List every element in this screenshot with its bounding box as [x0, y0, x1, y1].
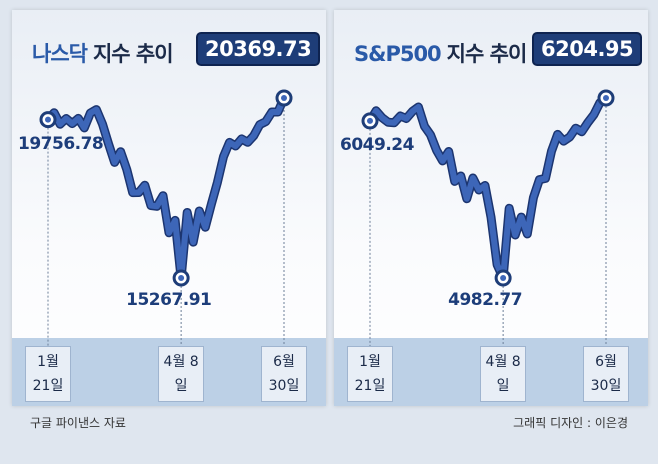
min-label: 15267.91 — [126, 290, 212, 310]
x-tick-label: 1월 21일 — [25, 346, 71, 402]
point-core — [367, 117, 373, 124]
title-accent: S&P500 — [354, 42, 442, 66]
end-label: 20369.73 — [196, 32, 321, 66]
point-core — [603, 95, 609, 101]
source: 구글 파이낸스 자료 — [30, 416, 126, 430]
chart-title: S&P500 지수 추이 — [354, 38, 528, 68]
end-label: 6204.95 — [532, 32, 643, 66]
min-label: 4982.77 — [448, 290, 523, 310]
point-core — [178, 275, 185, 281]
chart-panel: 나스닥 지수 추이 19756.78 15267.91 20369.73 1월 21일 4월… — [12, 10, 326, 406]
chart-title: 나스닥 지수 추이 — [32, 38, 174, 68]
line — [367, 95, 609, 281]
point-core — [281, 95, 287, 101]
x-tick-label: 6월 30일 — [583, 346, 629, 402]
x-tick-label: 6월 30일 — [261, 346, 307, 402]
title-text: 지수 추이 — [92, 42, 174, 66]
start-label: 6049.24 — [340, 134, 414, 155]
chart-panel: S&P500 지수 추이 6049.24 4982.77 6204.95 1월 21일 4월… — [334, 10, 648, 406]
credit: 그래픽 디자인 : 이은경 — [513, 416, 628, 430]
title-text: 지수 추이 — [446, 42, 528, 66]
start-label: 19756.78 — [18, 133, 104, 154]
x-tick-label: 4월 8일 — [158, 346, 205, 402]
title-accent: 나스닥 — [32, 42, 88, 66]
plot — [39, 89, 293, 346]
plot — [361, 89, 615, 346]
x-tick-label: 4월 8일 — [480, 346, 527, 402]
line — [45, 95, 287, 281]
x-tick-label: 1월 21일 — [347, 346, 393, 402]
point-core — [45, 116, 51, 123]
point-core — [500, 275, 507, 281]
